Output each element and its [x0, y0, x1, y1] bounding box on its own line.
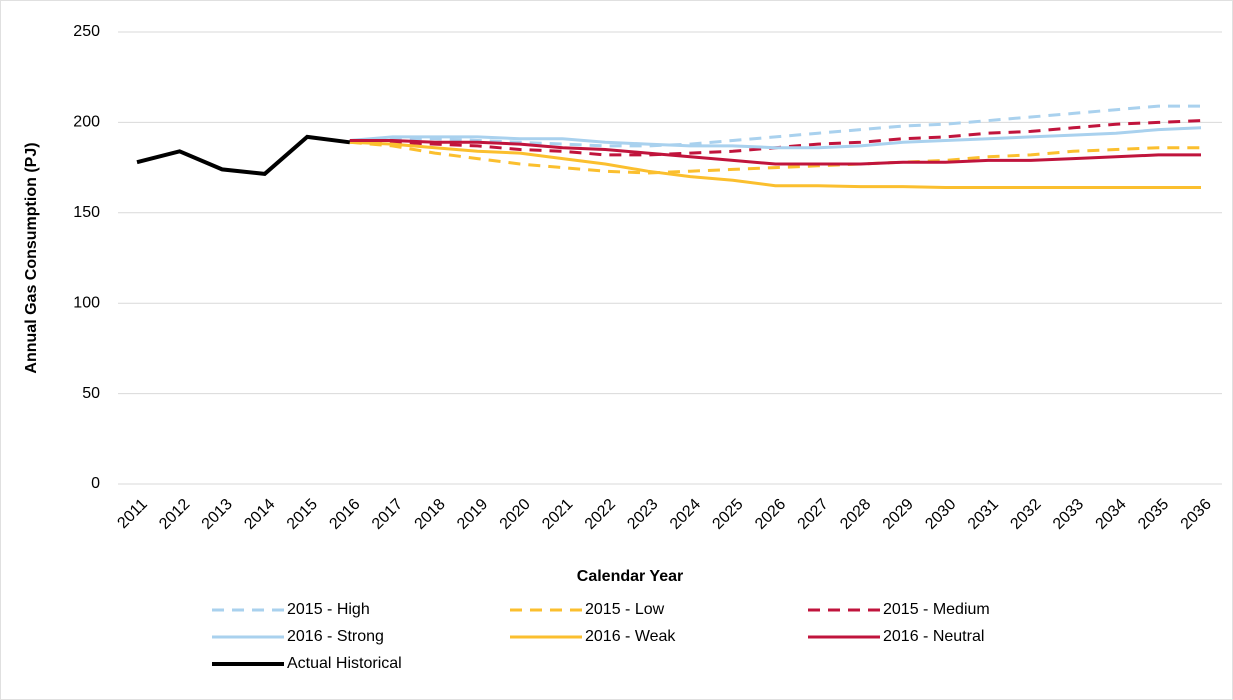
y-tick-label: 200: [73, 114, 100, 131]
series-line: [349, 140, 1201, 175]
series-line: [136, 134, 351, 176]
legend-label: 2015 - Low: [585, 601, 665, 618]
legend-label: 2016 - Weak: [585, 628, 676, 645]
series-line: [349, 140, 1201, 189]
legend-label: 2015 - High: [287, 601, 370, 618]
legend-label: 2016 - Strong: [287, 628, 384, 645]
y-tick-label: 0: [91, 475, 100, 492]
y-axis-title: Annual Gas Consumption (PJ): [23, 142, 40, 373]
y-tick-label: 150: [73, 204, 100, 221]
legend-label: 2016 - Neutral: [883, 628, 984, 645]
legend-label: Actual Historical: [287, 655, 402, 672]
legend-label: 2015 - Medium: [883, 601, 990, 618]
y-tick-label: 250: [73, 23, 100, 40]
x-axis-title: Calendar Year: [577, 568, 683, 585]
series-line: [349, 104, 1201, 148]
series-line: [349, 126, 1202, 150]
y-tick-label: 50: [82, 385, 100, 402]
series-line: [349, 139, 1201, 166]
y-tick-label: 100: [73, 294, 100, 311]
